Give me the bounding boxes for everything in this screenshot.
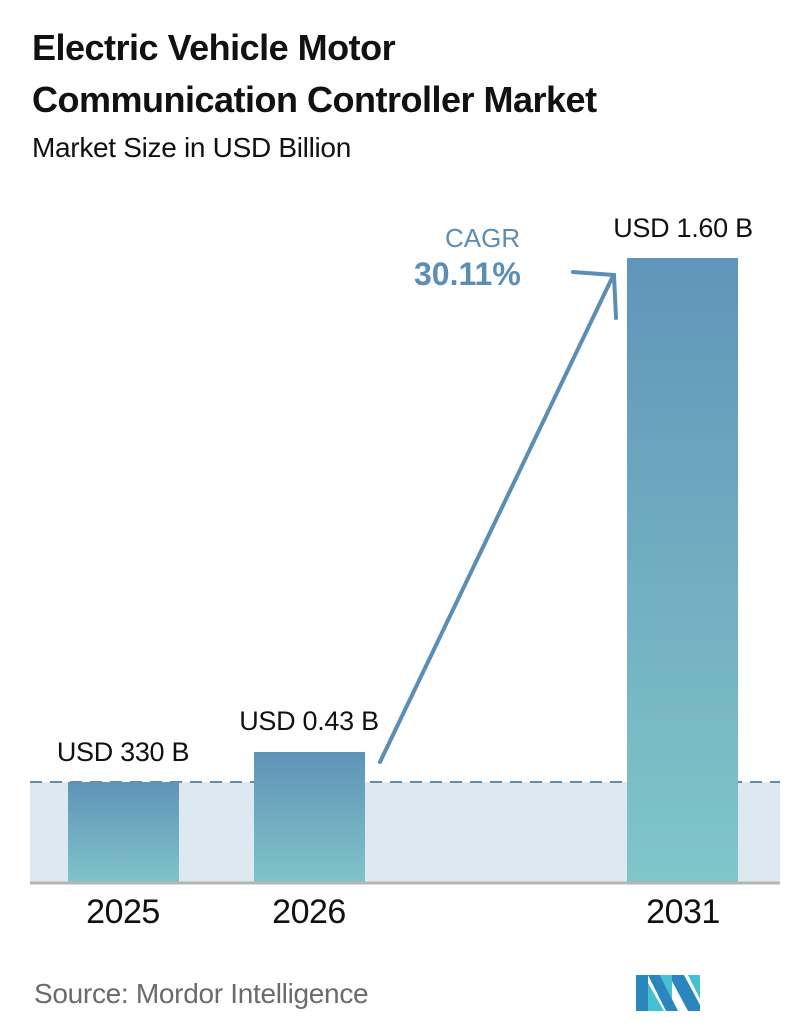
bar-2031 [627,258,738,882]
bar-label-2026: USD 0.43 B [239,706,379,736]
cagr-value: 30.11% [414,256,521,292]
cagr-arrow-icon [378,270,618,764]
source-text: Source: Mordor Intelligence [34,978,369,1009]
title-line-1: Electric Vehicle Motor [32,27,396,68]
x-tick-2026: 2026 [272,893,346,931]
title-line-2: Communication Controller Market [32,79,597,120]
x-tick-2031: 2031 [646,893,720,931]
page-title: Electric Vehicle Motor Communication Con… [32,22,597,126]
bar-2026 [254,752,365,882]
x-tick-2025: 2025 [86,893,160,931]
cagr-label: CAGR [445,223,521,253]
bar-label-2031: USD 1.60 B [613,213,753,243]
bar-label-2025: USD 330 B [56,737,190,767]
chart-subtitle: Market Size in USD Billion [32,132,351,163]
bar-2025 [68,782,179,882]
mordor-intelligence-logo-icon [636,975,700,1011]
